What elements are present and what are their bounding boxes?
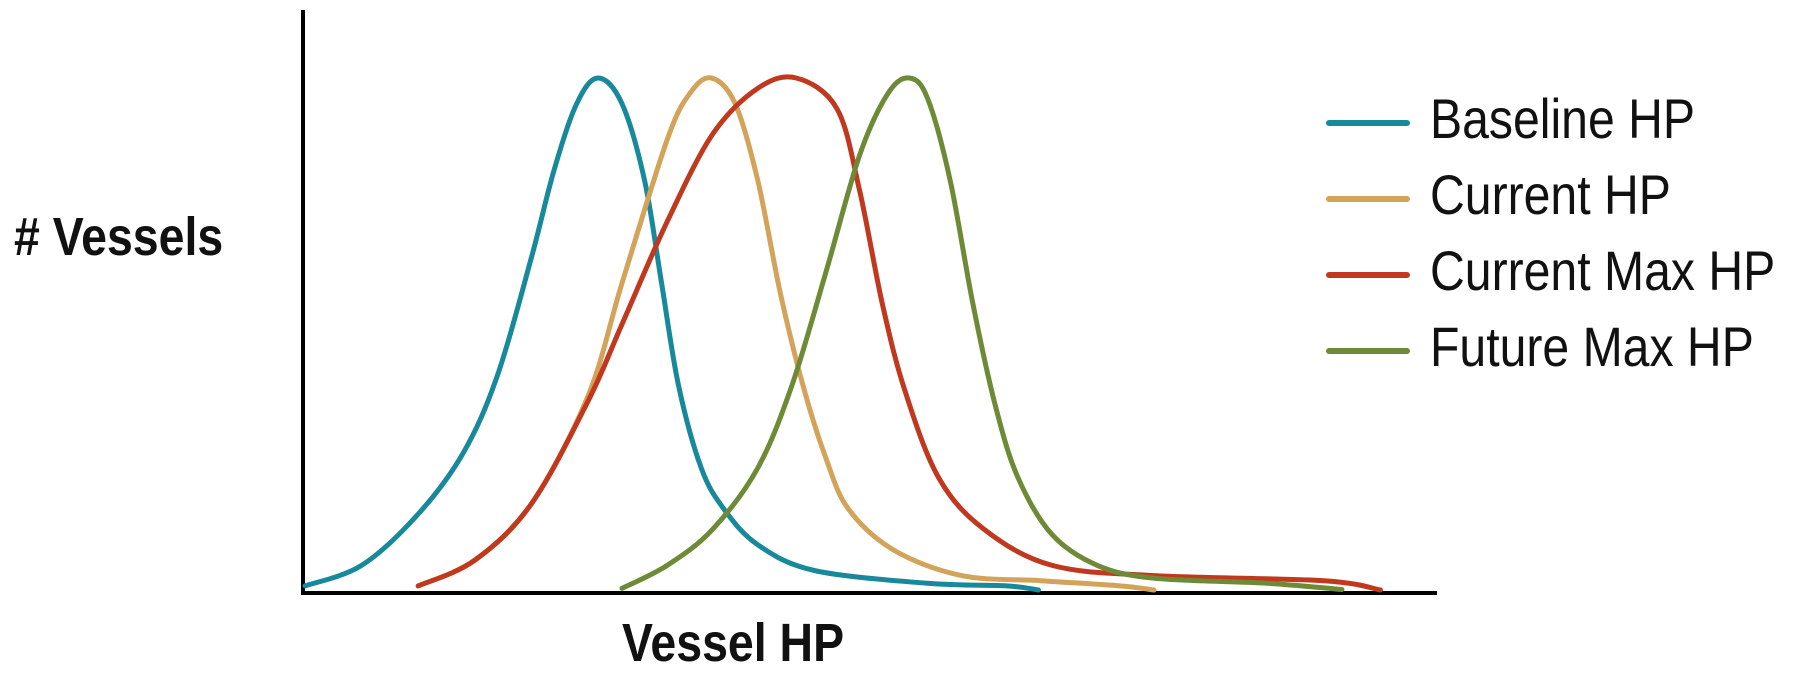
legend-label: Current HP bbox=[1430, 163, 1671, 226]
x-axis-label: Vessel HP bbox=[622, 613, 845, 673]
legend-swatch bbox=[1326, 348, 1410, 354]
legend-swatch bbox=[1326, 272, 1410, 278]
legend-swatch bbox=[1326, 196, 1410, 202]
legend-swatch bbox=[1326, 120, 1410, 126]
series-line-1 bbox=[415, 75, 1157, 593]
legend-label: Current Max HP bbox=[1430, 239, 1776, 302]
series-layer bbox=[302, 74, 1383, 593]
legend-label: Future Max HP bbox=[1430, 315, 1754, 378]
series-line-3 bbox=[619, 75, 1345, 592]
series-line-2 bbox=[415, 74, 1383, 593]
series-line-0 bbox=[302, 75, 1041, 593]
legend-label: Baseline HP bbox=[1430, 87, 1696, 150]
y-axis-label: # Vessels bbox=[14, 207, 224, 267]
